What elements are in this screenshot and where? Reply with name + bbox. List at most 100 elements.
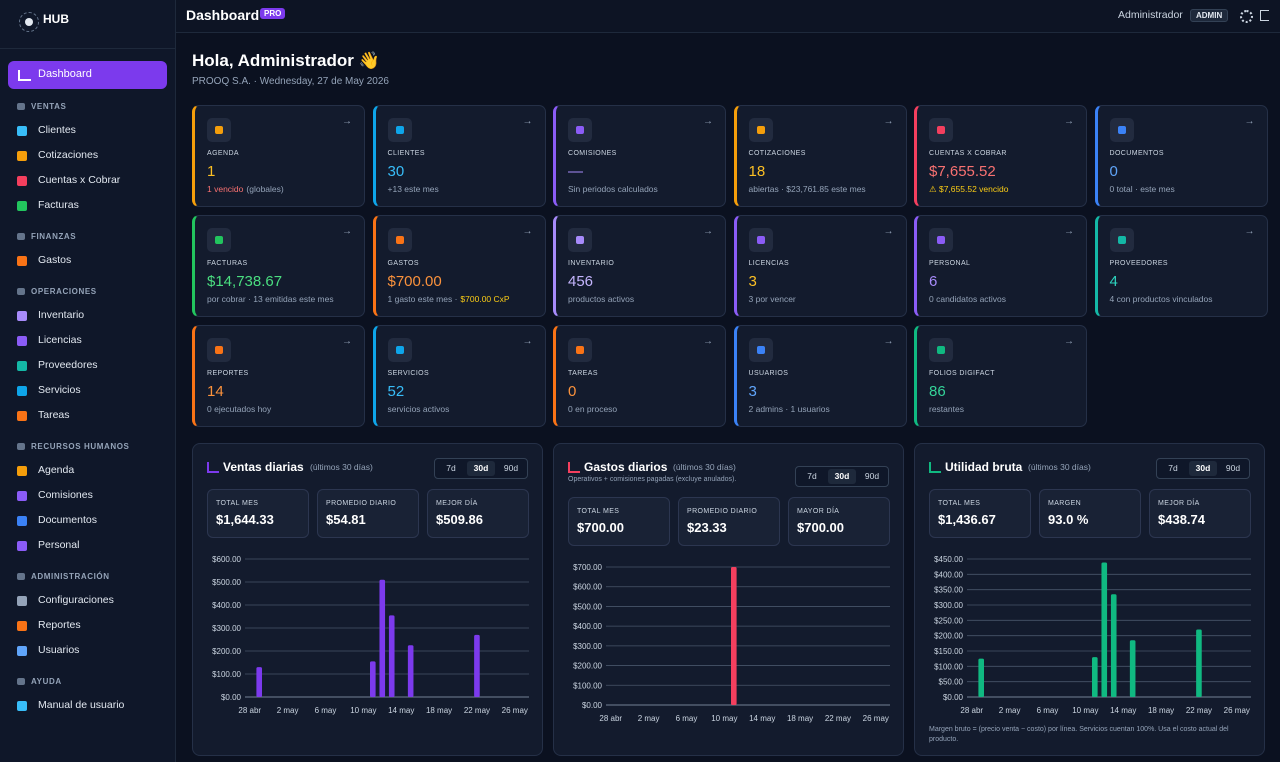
nav-item[interactable]: Personal [8, 535, 167, 557]
nav-item[interactable]: Tareas [8, 405, 167, 427]
stat-card[interactable]: → PERSONAL 6 0 candidatos activos [914, 215, 1087, 317]
card-label: CLIENTES [387, 150, 425, 157]
nav-label: Agenda [38, 464, 75, 476]
card-sub-part: por cobrar · 13 emitidas este mes [207, 294, 334, 304]
range-toggle: 7d 30d 90d [1156, 458, 1250, 479]
stat-card[interactable]: → DOCUMENTOS 0 0 total · este mes [1094, 105, 1268, 207]
y-tick-label: $200.00 [212, 647, 241, 656]
card-sub-part: 3 por vencer [748, 294, 796, 304]
x-tick-label: 22 may [1186, 706, 1212, 715]
y-tick-label: $300.00 [934, 601, 963, 610]
bar [1110, 594, 1117, 697]
y-tick-label: $300.00 [212, 624, 241, 633]
card-sub-part: $700.00 CxP [460, 294, 510, 304]
nav-icon [17, 386, 27, 396]
range-toggle: 7d 30d 90d [434, 458, 528, 479]
chart-title: Gastos diarios [584, 460, 668, 474]
card-icon-glyph [395, 346, 404, 354]
nav-item[interactable]: Usuarios [8, 640, 167, 662]
nav-item[interactable]: Inventario [8, 305, 167, 327]
logout-button[interactable] [1260, 10, 1269, 21]
nav-icon [17, 361, 27, 371]
stat-card[interactable]: → FOLIOS DIGIFACT 86 restantes [914, 325, 1087, 427]
stat-card[interactable]: → INVENTARIO 456 productos activos [553, 215, 726, 317]
stat-card[interactable]: → PROVEEDORES 4 4 con productos vinculados [1094, 215, 1268, 317]
nav-item[interactable]: Facturas [8, 195, 167, 217]
stat-card[interactable]: → USUARIOS 3 2 admins · 1 usuarios [733, 325, 907, 427]
nav-item[interactable]: Manual de usuario [8, 695, 167, 717]
card-arrow: → [1064, 226, 1074, 237]
x-tick-label: 14 may [749, 714, 775, 723]
card-icon-glyph [1117, 236, 1126, 244]
chart-title: Utilidad bruta [945, 460, 1023, 474]
x-tick-label: 10 may [711, 714, 737, 723]
x-tick-label: 28 abr [238, 706, 261, 715]
card-label: LICENCIAS [748, 260, 790, 267]
nav-item[interactable]: Clientes [8, 120, 167, 142]
range-button[interactable]: 90d [1225, 463, 1241, 473]
nav-item[interactable]: Proveedores [8, 355, 167, 377]
stat-card[interactable]: → CUENTAS X COBRAR $7,655.52 ⚠ $7,655.52 ve… [914, 105, 1087, 207]
card-icon-glyph [215, 236, 223, 244]
nav-item[interactable]: Configuraciones [8, 590, 167, 612]
stat-card[interactable]: → REPORTES 14 0 ejecutados hoy [192, 325, 365, 427]
stat-card[interactable]: → TAREAS 0 0 en proceso [553, 325, 726, 427]
range-button[interactable]: 90d [503, 463, 519, 473]
card-label: PERSONAL [929, 260, 971, 267]
stat-card[interactable]: → COMISIONES — Sin periodos calculados [553, 105, 726, 207]
card-value: $14,738.67 [207, 273, 283, 290]
nav-item[interactable]: Reportes [8, 615, 167, 637]
greeting-subtitle: PROOQ S.A. · Wednesday, 27 de May 2026 [192, 76, 389, 87]
stat-card[interactable]: → CLIENTES 30 +13 este mes [372, 105, 546, 207]
card-sub-part: (globales) [246, 184, 284, 194]
stat-card[interactable]: → GASTOS $700.00 1 gasto este mes · $700.00 … [372, 215, 546, 317]
nav-item[interactable]: Servicios [8, 380, 167, 402]
nav-group-label: RECURSOS HUMANOS [31, 442, 130, 451]
range-button[interactable]: 30d [467, 461, 495, 476]
card-sub-part: restantes [929, 404, 964, 414]
stat-value: $1,436.67 [938, 512, 996, 527]
nav-item[interactable]: Agenda [8, 460, 167, 482]
x-tick-label: 26 may [502, 706, 528, 715]
stat-card[interactable]: → SERVICIOS 52 servicios activos [372, 325, 546, 427]
card-sub-part: Sin periodos calculados [568, 184, 658, 194]
range-button[interactable]: 7d [1168, 463, 1178, 473]
y-tick-label: $400.00 [212, 601, 241, 610]
stat-card[interactable]: → LICENCIAS 3 3 por vencer [733, 215, 907, 317]
y-tick-label: $300.00 [573, 642, 602, 651]
range-button[interactable]: 7d [807, 471, 817, 481]
stat-value: 93.0 % [1048, 512, 1089, 527]
nav-group-icon [17, 288, 25, 295]
card-label: FACTURAS [207, 260, 248, 267]
nav-icon [17, 541, 27, 551]
nav-item[interactable]: Cuentas x Cobrar [8, 170, 167, 192]
nav-item-active[interactable]: Dashboard [8, 61, 167, 89]
bar [407, 645, 414, 697]
card-icon-glyph [756, 126, 765, 134]
card-sub: 1 gasto este mes · $700.00 CxP [388, 294, 510, 304]
greeting-title: Hola, Administrador 👋 [192, 51, 380, 70]
card-icon-glyph [1117, 126, 1126, 134]
card-arrow: → [342, 336, 352, 347]
card-value: $7,655.52 [929, 163, 996, 180]
range-button[interactable]: 30d [1189, 461, 1217, 476]
range-button[interactable]: 30d [828, 469, 856, 484]
y-tick-label: $150.00 [934, 647, 963, 656]
brand-logo [19, 12, 39, 32]
nav-icon [18, 70, 31, 81]
nav-item[interactable]: Documentos [8, 510, 167, 532]
role-badge: ADMIN [1190, 9, 1229, 22]
settings-button[interactable] [1240, 10, 1253, 23]
x-tick-label: 22 may [464, 706, 490, 715]
range-button[interactable]: 7d [446, 463, 456, 473]
nav-item[interactable]: Cotizaciones [8, 145, 167, 167]
nav-label: Documentos [38, 514, 97, 526]
stat-card[interactable]: → FACTURAS $14,738.67 por cobrar · 13 emiti… [192, 215, 365, 317]
stat-card[interactable]: → COTIZACIONES 18 abiertas · $23,761.85 est… [733, 105, 907, 207]
stat-card[interactable]: → AGENDA 1 1 vencido (globales) [192, 105, 365, 207]
nav-item[interactable]: Comisiones [8, 485, 167, 507]
nav-item[interactable]: Gastos [8, 250, 167, 272]
nav-item[interactable]: Licencias [8, 330, 167, 352]
card-icon [568, 118, 592, 142]
range-button[interactable]: 90d [864, 471, 880, 481]
